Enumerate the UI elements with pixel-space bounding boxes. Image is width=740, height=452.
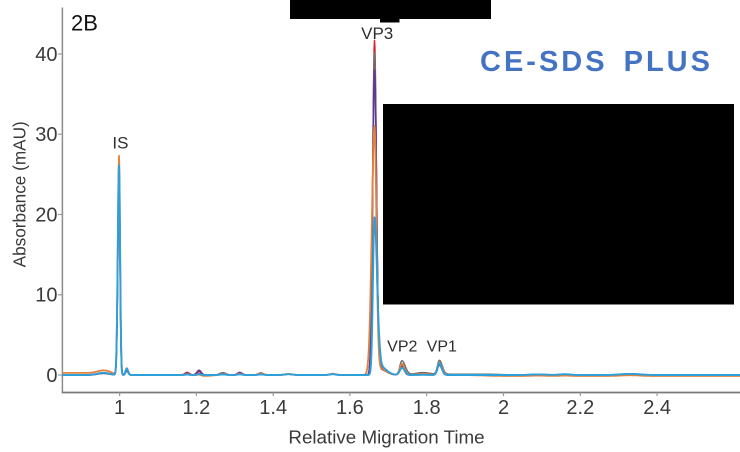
svg-text:0: 0 bbox=[46, 365, 57, 387]
svg-text:2.2: 2.2 bbox=[566, 397, 594, 419]
svg-text:1.6: 1.6 bbox=[336, 397, 364, 419]
svg-text:20: 20 bbox=[35, 204, 57, 226]
svg-text:1.4: 1.4 bbox=[259, 397, 287, 419]
svg-text:1.2: 1.2 bbox=[182, 397, 210, 419]
svg-text:2.4: 2.4 bbox=[643, 397, 671, 419]
svg-text:VP3: VP3 bbox=[361, 24, 393, 43]
svg-text:2: 2 bbox=[498, 397, 509, 419]
svg-text:VP1: VP1 bbox=[427, 339, 457, 356]
svg-text:VP2: VP2 bbox=[387, 339, 417, 356]
svg-text:10: 10 bbox=[35, 285, 57, 307]
svg-text:40: 40 bbox=[35, 44, 57, 66]
svg-text:30: 30 bbox=[35, 124, 57, 146]
svg-text:Absorbance (mAU): Absorbance (mAU) bbox=[10, 121, 30, 267]
svg-text:2B: 2B bbox=[71, 10, 98, 35]
svg-text:IS: IS bbox=[112, 133, 128, 152]
svg-text:1: 1 bbox=[114, 397, 125, 419]
svg-text:1.8: 1.8 bbox=[413, 397, 441, 419]
svg-text:CE-SDS PLUS: CE-SDS PLUS bbox=[480, 46, 713, 78]
svg-text:Relative Migration Time: Relative Migration Time bbox=[288, 427, 484, 448]
